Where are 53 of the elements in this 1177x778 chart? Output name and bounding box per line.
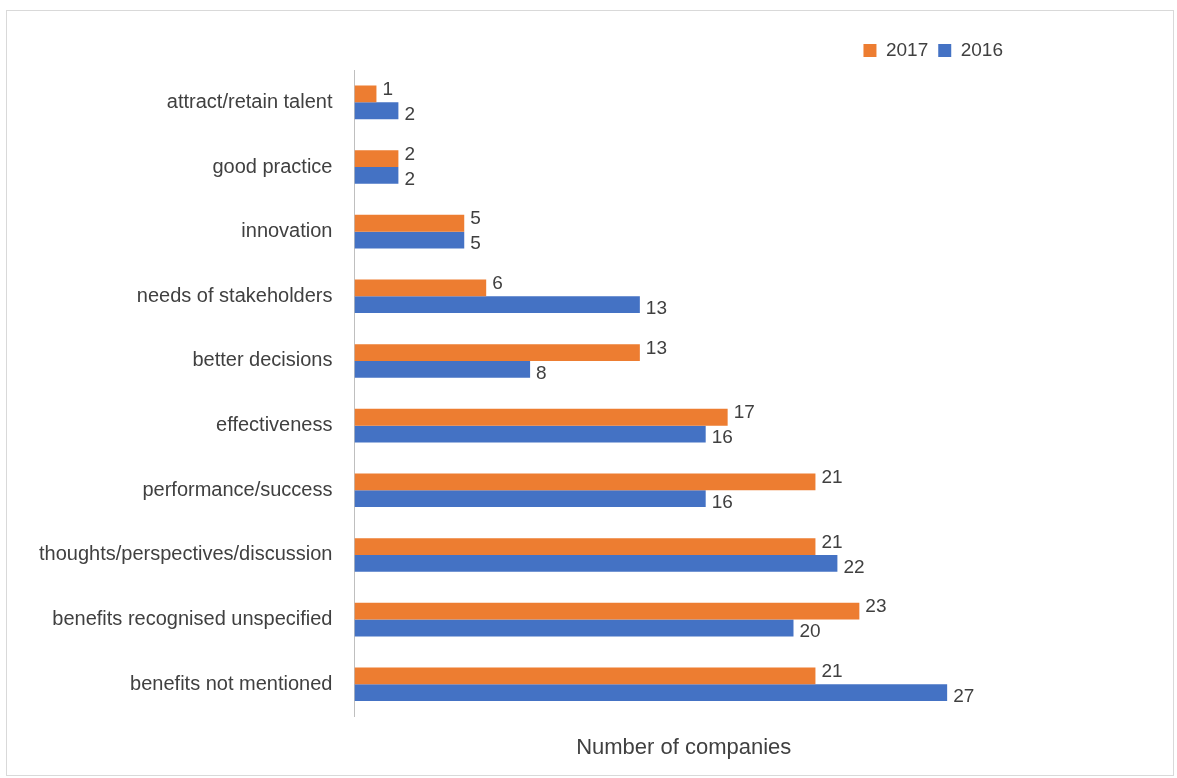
- bar: [354, 214, 465, 232]
- data-label: 22: [843, 555, 865, 577]
- data-label: 16: [711, 490, 733, 512]
- data-label: 21: [821, 466, 843, 488]
- bar: [354, 490, 706, 508]
- bar: [354, 150, 399, 167]
- y-tick-label: better decisions: [192, 348, 333, 371]
- data-label: 20: [799, 620, 821, 642]
- bar: [354, 667, 816, 685]
- y-tick-label: innovation: [241, 219, 333, 242]
- data-label: 21: [821, 660, 843, 682]
- data-label: 23: [865, 595, 887, 617]
- data-label: 17: [733, 401, 755, 423]
- data-label: 6: [492, 272, 503, 294]
- data-label: 2: [404, 102, 415, 124]
- data-label: 21: [821, 530, 843, 552]
- bar: [354, 538, 816, 555]
- bar: [354, 296, 640, 314]
- bar: [354, 554, 838, 572]
- data-label: 1: [382, 78, 394, 100]
- y-tick-label: effectiveness: [216, 413, 333, 436]
- bar: [354, 166, 399, 184]
- x-axis-title: Number of companies: [576, 733, 792, 759]
- bar: [354, 85, 377, 103]
- bar: [354, 602, 860, 620]
- bar: [354, 360, 531, 378]
- data-label: 8: [536, 361, 547, 383]
- data-label: 2: [404, 142, 415, 164]
- y-tick-label: benefits recognised unspecified: [52, 607, 333, 630]
- bar: [354, 344, 640, 361]
- y-tick-label: benefits not mentioned: [130, 671, 333, 694]
- bar: [354, 231, 465, 249]
- data-label: 5: [470, 232, 481, 254]
- y-tick-label: performance/success: [142, 477, 333, 500]
- bar: [354, 408, 728, 426]
- y-tick-label: needs of stakeholders: [136, 283, 333, 306]
- data-label: 5: [470, 207, 481, 229]
- data-label: 13: [645, 336, 667, 358]
- y-tick-label: good practice: [212, 154, 333, 177]
- data-label: 2: [404, 167, 415, 189]
- data-label: 13: [645, 296, 667, 318]
- bar: [354, 425, 706, 443]
- data-label: 16: [711, 426, 733, 448]
- y-tick-label: thoughts/perspectives/discussion: [39, 542, 333, 565]
- bar: [354, 473, 816, 491]
- y-tick-label: attract/retain talent: [166, 89, 333, 112]
- data-label: 27: [953, 684, 975, 706]
- bar: [354, 279, 487, 297]
- bar: [354, 684, 948, 702]
- legend-label: 2017: [885, 38, 929, 60]
- legend-label: 2016: [960, 38, 1004, 60]
- bar: [354, 619, 794, 637]
- bar: [354, 102, 399, 120]
